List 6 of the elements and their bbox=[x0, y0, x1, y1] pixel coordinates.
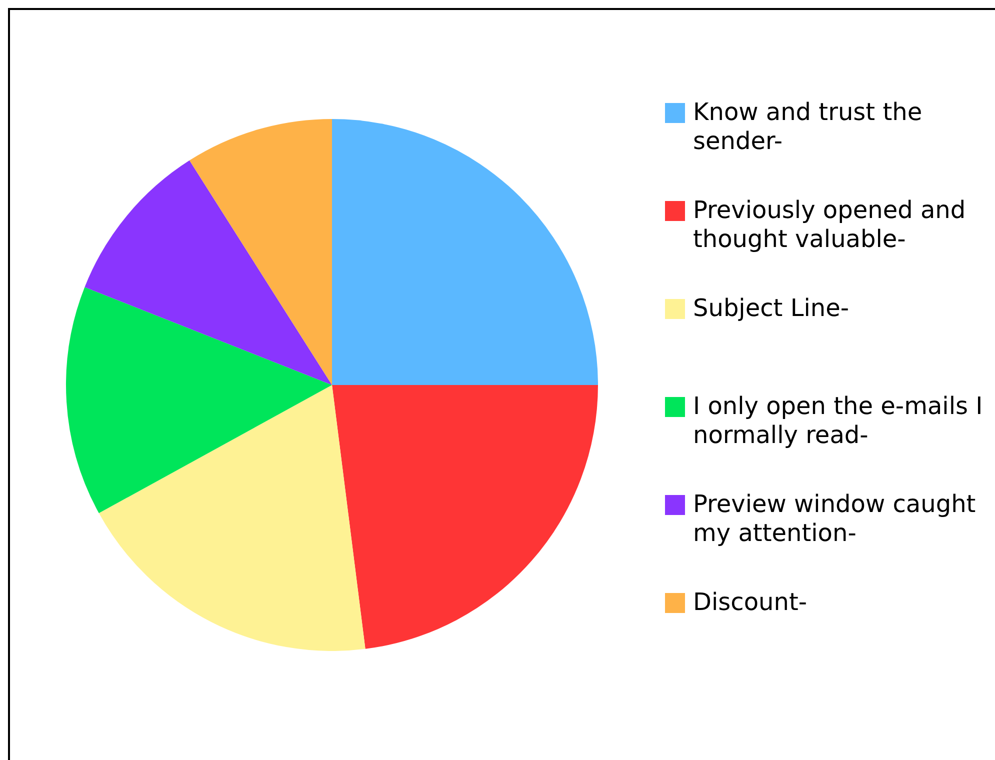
legend-label: Previously opened and thought valuable- bbox=[693, 196, 966, 253]
legend-label: Preview window caught my attention- bbox=[693, 490, 976, 547]
legend-label: Know and trust the sender- bbox=[693, 98, 922, 155]
legend-label: Discount- bbox=[693, 588, 808, 616]
legend-label: I only open the e-mails I normally read- bbox=[693, 392, 983, 449]
legend-label: Subject Line- bbox=[693, 294, 850, 322]
